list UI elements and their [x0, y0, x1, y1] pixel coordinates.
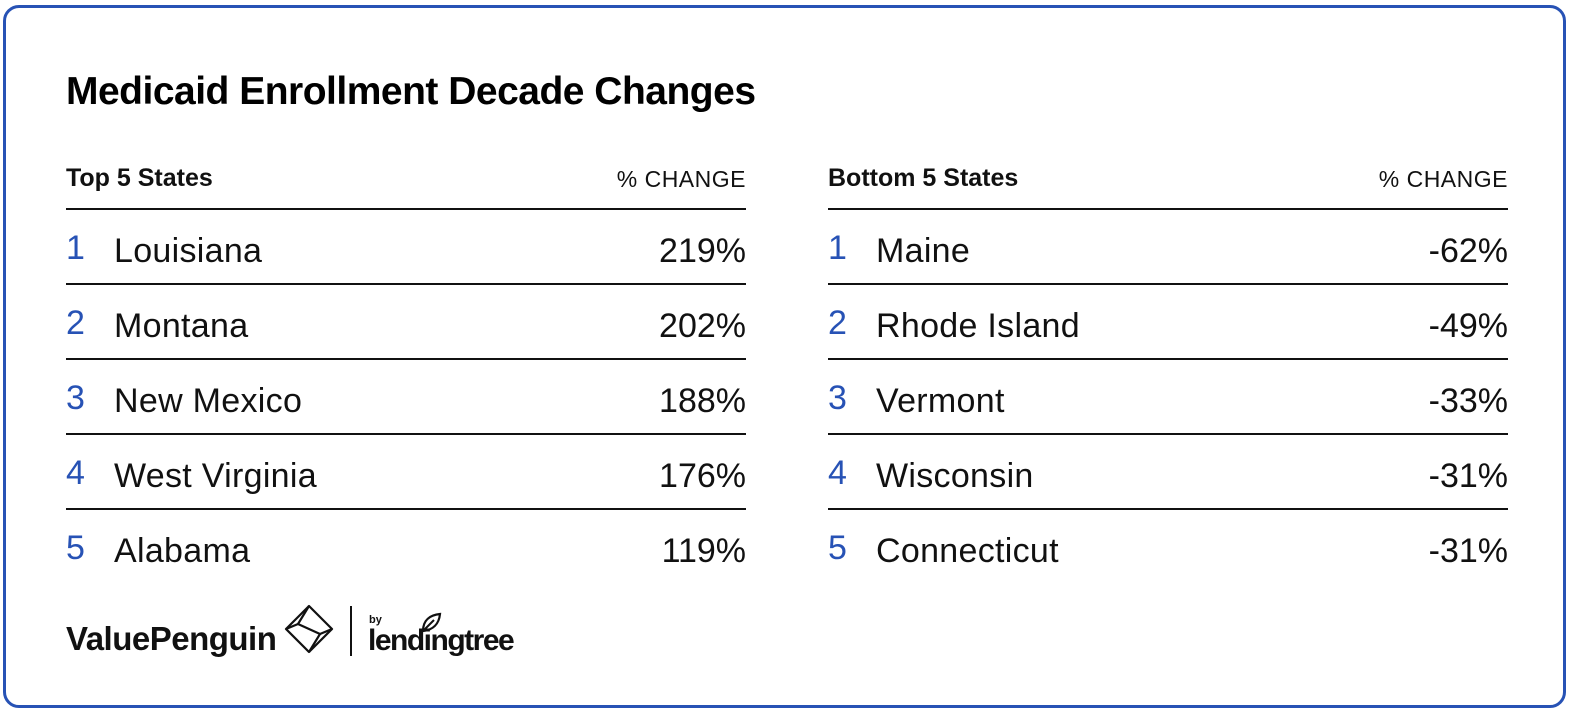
valuepenguin-wordmark: ValuePenguin: [66, 620, 277, 657]
state-name: Maine: [876, 232, 971, 270]
percent-change-value: -31%: [1428, 457, 1508, 495]
bottom-states-table: Bottom 5 States % CHANGE 1 Maine -62% 2 Rhod…: [828, 162, 1508, 583]
valuepenguin-logo-icon: [284, 604, 334, 654]
table-header: Top 5 States % CHANGE: [66, 162, 746, 210]
rank-number: 1: [66, 229, 85, 267]
table-header: Bottom 5 States % CHANGE: [828, 162, 1508, 210]
percent-change-value: 119%: [661, 532, 746, 570]
percent-change-value: 188%: [659, 382, 746, 420]
column-header-change: % CHANGE: [616, 166, 746, 192]
chart-title: Medicaid Enrollment Decade Changes: [66, 70, 756, 113]
footer-logos: ValuePenguin by lendingtree: [66, 602, 536, 666]
state-name: Connecticut: [876, 532, 1059, 570]
logo-divider: [350, 606, 352, 656]
rank-number: 3: [828, 379, 847, 417]
state-name: Wisconsin: [876, 457, 1034, 495]
table-row: 2 Montana 202%: [66, 285, 746, 360]
percent-change-value: 219%: [659, 232, 746, 270]
percent-change-value: 176%: [659, 457, 746, 495]
table-body: 1 Louisiana 219% 2 Montana 202% 3 New Mexico 188…: [66, 210, 746, 583]
by-label: by: [369, 614, 382, 626]
rank-number: 3: [66, 379, 85, 417]
state-name: Montana: [114, 307, 249, 345]
rank-number: 2: [828, 304, 847, 342]
column-header-states: Top 5 States: [66, 164, 213, 192]
percent-change-value: -33%: [1428, 382, 1508, 420]
column-header-states: Bottom 5 States: [828, 164, 1019, 192]
percent-change-value: 202%: [659, 307, 746, 345]
state-name: New Mexico: [114, 382, 303, 420]
table-row: 4 Wisconsin -31%: [828, 435, 1508, 510]
column-header-change: % CHANGE: [1378, 166, 1508, 192]
rank-number: 2: [66, 304, 85, 342]
table-row: 5 Connecticut -31%: [828, 510, 1508, 583]
rank-number: 4: [828, 454, 847, 492]
percent-change-value: -62%: [1428, 232, 1508, 270]
table-row: 4 West Virginia 176%: [66, 435, 746, 510]
table-row: 3 New Mexico 188%: [66, 360, 746, 435]
percent-change-value: -31%: [1428, 532, 1508, 570]
table-row: 1 Maine -62%: [828, 210, 1508, 285]
table-row: 2 Rhode Island -49%: [828, 285, 1508, 360]
top-states-table: Top 5 States % CHANGE 1 Louisiana 219% 2 Mon…: [66, 162, 746, 583]
state-name: Louisiana: [114, 232, 263, 270]
table-row: 1 Louisiana 219%: [66, 210, 746, 285]
table-row: 3 Vermont -33%: [828, 360, 1508, 435]
leaf-icon: [421, 612, 442, 633]
rank-number: 5: [66, 529, 85, 567]
table-row: 5 Alabama 119%: [66, 510, 746, 583]
state-name: Vermont: [876, 382, 1005, 420]
table-body: 1 Maine -62% 2 Rhode Island -49% 3 Vermont -33% 4…: [828, 210, 1508, 583]
state-name: West Virginia: [114, 457, 317, 495]
rank-number: 1: [828, 229, 847, 267]
lendingtree-wordmark: lendingtree: [368, 624, 515, 657]
state-name: Rhode Island: [876, 307, 1080, 345]
state-name: Alabama: [114, 532, 251, 570]
percent-change-value: -49%: [1428, 307, 1508, 345]
rank-number: 5: [828, 529, 847, 567]
rank-number: 4: [66, 454, 85, 492]
infographic-card: Medicaid Enrollment Decade Changes Top 5…: [3, 5, 1566, 708]
